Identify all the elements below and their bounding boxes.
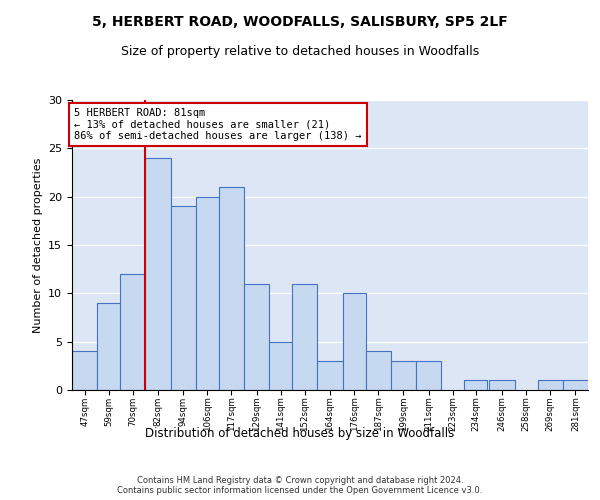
Bar bbox=[538, 380, 563, 390]
Bar bbox=[391, 361, 416, 390]
Bar bbox=[196, 196, 219, 390]
Bar bbox=[490, 380, 515, 390]
Bar bbox=[97, 303, 120, 390]
Bar bbox=[145, 158, 170, 390]
Text: Distribution of detached houses by size in Woodfalls: Distribution of detached houses by size … bbox=[145, 428, 455, 440]
Bar bbox=[72, 352, 97, 390]
Bar bbox=[219, 187, 244, 390]
Bar bbox=[343, 294, 365, 390]
Bar bbox=[563, 380, 588, 390]
Text: 5, HERBERT ROAD, WOODFALLS, SALISBURY, SP5 2LF: 5, HERBERT ROAD, WOODFALLS, SALISBURY, S… bbox=[92, 15, 508, 29]
Bar bbox=[244, 284, 269, 390]
Text: 5 HERBERT ROAD: 81sqm
← 13% of detached houses are smaller (21)
86% of semi-deta: 5 HERBERT ROAD: 81sqm ← 13% of detached … bbox=[74, 108, 362, 141]
Bar bbox=[464, 380, 487, 390]
Bar bbox=[170, 206, 196, 390]
Bar bbox=[317, 361, 343, 390]
Text: Size of property relative to detached houses in Woodfalls: Size of property relative to detached ho… bbox=[121, 45, 479, 58]
Bar bbox=[365, 352, 391, 390]
Text: Contains HM Land Registry data © Crown copyright and database right 2024.
Contai: Contains HM Land Registry data © Crown c… bbox=[118, 476, 482, 495]
Bar bbox=[292, 284, 317, 390]
Y-axis label: Number of detached properties: Number of detached properties bbox=[32, 158, 43, 332]
Bar bbox=[269, 342, 292, 390]
Bar bbox=[416, 361, 441, 390]
Bar bbox=[120, 274, 145, 390]
